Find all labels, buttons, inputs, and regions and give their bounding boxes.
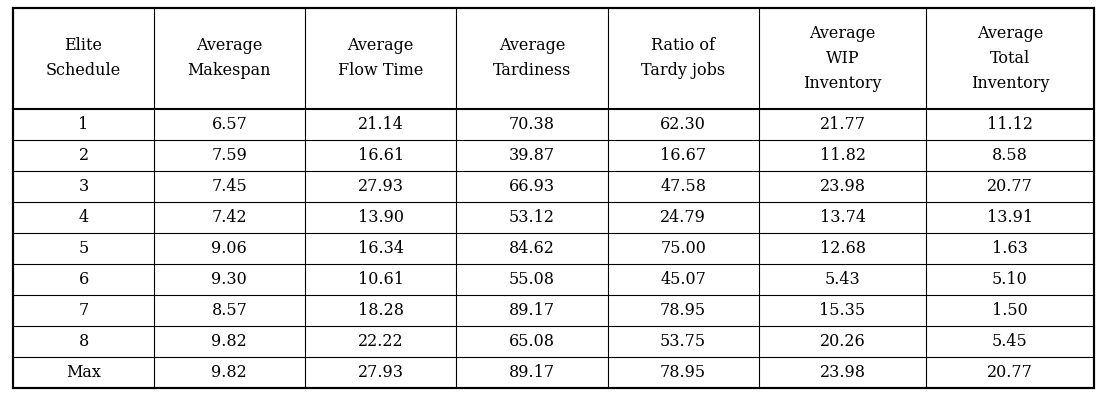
Text: 20.77: 20.77	[987, 178, 1033, 195]
Text: 11.82: 11.82	[819, 147, 866, 164]
Text: 7.59: 7.59	[211, 147, 247, 164]
Text: 53.75: 53.75	[660, 333, 706, 350]
Text: 89.17: 89.17	[509, 302, 555, 319]
Text: 21.77: 21.77	[819, 116, 866, 133]
Text: 5.43: 5.43	[825, 271, 860, 288]
Text: 1.50: 1.50	[992, 302, 1028, 319]
Text: 1: 1	[79, 116, 89, 133]
Text: 53.12: 53.12	[509, 209, 555, 226]
Text: 4: 4	[79, 209, 89, 226]
Text: 16.61: 16.61	[358, 147, 404, 164]
Text: 70.38: 70.38	[509, 116, 555, 133]
Text: 66.93: 66.93	[509, 178, 555, 195]
Text: 13.74: 13.74	[819, 209, 866, 226]
Text: Elite
Schedule: Elite Schedule	[45, 37, 121, 79]
Text: Max: Max	[66, 364, 101, 381]
Text: 13.91: 13.91	[987, 209, 1033, 226]
Text: 10.61: 10.61	[358, 271, 404, 288]
Text: 8.57: 8.57	[211, 302, 247, 319]
Text: 78.95: 78.95	[660, 364, 706, 381]
Text: 2: 2	[79, 147, 89, 164]
Text: 20.77: 20.77	[987, 364, 1033, 381]
Text: 84.62: 84.62	[509, 240, 555, 257]
Text: 7.42: 7.42	[211, 209, 247, 226]
Text: 9.06: 9.06	[211, 240, 247, 257]
Text: 23.98: 23.98	[819, 364, 866, 381]
Text: 9.82: 9.82	[211, 333, 247, 350]
Text: 75.00: 75.00	[660, 240, 706, 257]
Text: 13.90: 13.90	[358, 209, 404, 226]
Text: 5.45: 5.45	[992, 333, 1028, 350]
Text: 22.22: 22.22	[358, 333, 403, 350]
Text: Ratio of
Tardy jobs: Ratio of Tardy jobs	[641, 37, 725, 79]
Text: Average
Total
Inventory: Average Total Inventory	[971, 25, 1049, 91]
Text: Average
Makespan: Average Makespan	[187, 37, 271, 79]
Text: 1.63: 1.63	[992, 240, 1028, 257]
Text: 89.17: 89.17	[509, 364, 555, 381]
Text: Average
WIP
Inventory: Average WIP Inventory	[804, 25, 882, 91]
Text: 45.07: 45.07	[660, 271, 706, 288]
Text: 9.30: 9.30	[211, 271, 247, 288]
Text: Average
Flow Time: Average Flow Time	[338, 37, 423, 79]
Text: 5.10: 5.10	[992, 271, 1028, 288]
Text: 39.87: 39.87	[509, 147, 555, 164]
Text: 6.57: 6.57	[211, 116, 247, 133]
Text: 47.58: 47.58	[660, 178, 706, 195]
Text: 15.35: 15.35	[819, 302, 866, 319]
Text: 27.93: 27.93	[358, 178, 404, 195]
Text: 24.79: 24.79	[660, 209, 706, 226]
Text: 65.08: 65.08	[509, 333, 555, 350]
Text: 23.98: 23.98	[819, 178, 866, 195]
Text: 21.14: 21.14	[358, 116, 404, 133]
Text: 5: 5	[79, 240, 89, 257]
Text: 18.28: 18.28	[358, 302, 404, 319]
Text: 12.68: 12.68	[819, 240, 866, 257]
Text: 8: 8	[79, 333, 89, 350]
Text: 6: 6	[79, 271, 89, 288]
Text: 9.82: 9.82	[211, 364, 247, 381]
Text: 55.08: 55.08	[509, 271, 555, 288]
Text: 16.34: 16.34	[358, 240, 404, 257]
Text: 78.95: 78.95	[660, 302, 706, 319]
Text: 16.67: 16.67	[660, 147, 706, 164]
Text: 27.93: 27.93	[358, 364, 404, 381]
Text: 8.58: 8.58	[992, 147, 1028, 164]
Text: 3: 3	[79, 178, 89, 195]
Text: 7.45: 7.45	[211, 178, 247, 195]
Text: Average
Tardiness: Average Tardiness	[493, 37, 571, 79]
Text: 62.30: 62.30	[660, 116, 706, 133]
Text: 7: 7	[79, 302, 89, 319]
Text: 11.12: 11.12	[987, 116, 1033, 133]
Text: 20.26: 20.26	[819, 333, 866, 350]
